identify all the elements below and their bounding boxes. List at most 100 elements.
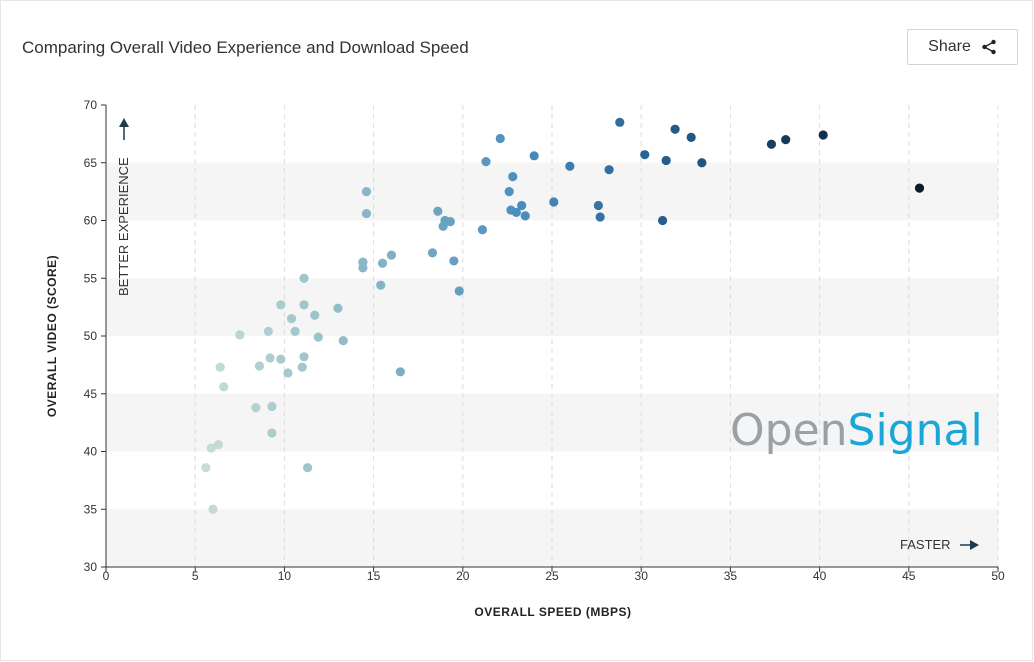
data-point[interactable]	[361, 208, 372, 219]
data-point[interactable]	[376, 280, 386, 290]
svg-text:OpenSignal: OpenSignal	[730, 405, 983, 456]
data-point[interactable]	[914, 183, 925, 193]
data-point[interactable]	[267, 401, 277, 412]
data-point[interactable]	[290, 326, 300, 336]
y-tick-labels: 30 35 40 45 50 55 60 65 70	[84, 98, 98, 574]
share-button[interactable]: Share	[907, 29, 1018, 65]
data-point[interactable]	[481, 156, 491, 167]
data-point[interactable]	[276, 354, 286, 364]
y-tick-label: 35	[84, 502, 98, 516]
faster-label: FASTER	[900, 537, 951, 552]
share-icon	[981, 39, 997, 55]
x-tick-label: 45	[902, 569, 916, 583]
data-point[interactable]	[297, 362, 307, 372]
y-tick-label: 40	[84, 445, 98, 459]
faster-annotation: FASTER	[900, 537, 979, 552]
y-tick-label: 45	[84, 387, 98, 401]
data-point[interactable]	[427, 248, 438, 258]
data-point[interactable]	[276, 300, 286, 310]
data-point[interactable]	[310, 310, 320, 320]
data-point[interactable]	[265, 353, 275, 363]
data-point[interactable]	[299, 352, 309, 362]
y-tick-label: 30	[84, 560, 98, 574]
data-point[interactable]	[219, 382, 229, 392]
data-point[interactable]	[361, 187, 372, 197]
data-point[interactable]	[593, 200, 603, 211]
x-tick-label: 30	[635, 569, 649, 583]
data-point[interactable]	[477, 225, 488, 235]
y-tick-label: 60	[84, 214, 98, 228]
data-point[interactable]	[377, 258, 388, 268]
data-point[interactable]	[395, 367, 405, 377]
data-point[interactable]	[604, 165, 614, 175]
data-point[interactable]	[235, 330, 245, 340]
data-point[interactable]	[508, 172, 518, 182]
y-tick-label: 55	[84, 271, 98, 285]
data-point[interactable]	[358, 257, 368, 267]
data-point[interactable]	[254, 361, 265, 371]
data-point[interactable]	[504, 187, 514, 197]
x-tick-label: 50	[991, 569, 1005, 583]
opensignal-logo: OpenSignal	[730, 405, 983, 456]
data-point[interactable]	[206, 443, 216, 453]
data-point[interactable]	[670, 124, 680, 134]
data-point[interactable]	[283, 368, 293, 378]
data-point[interactable]	[454, 286, 464, 296]
up-arrow-icon	[119, 118, 129, 127]
x-tick-label: 0	[103, 569, 110, 583]
data-point[interactable]	[267, 428, 277, 438]
data-point[interactable]	[338, 336, 348, 346]
x-tick-labels: 0 5 10 15 20 25 30 35 40 45 50	[103, 569, 1005, 583]
data-point[interactable]	[495, 133, 505, 144]
data-point[interactable]	[299, 273, 309, 283]
data-point[interactable]	[333, 303, 343, 313]
data-point[interactable]	[511, 207, 521, 218]
data-point[interactable]	[658, 215, 668, 226]
data-point[interactable]	[215, 362, 225, 372]
better-experience-annotation: BETTER EXPERIENCE	[116, 118, 131, 296]
data-point[interactable]	[766, 139, 777, 149]
data-point[interactable]	[517, 200, 527, 211]
share-label: Share	[928, 38, 971, 55]
data-point[interactable]	[208, 504, 218, 514]
data-point[interactable]	[445, 217, 455, 227]
x-tick-label: 15	[367, 569, 381, 583]
x-tick-label: 5	[192, 569, 199, 583]
data-point[interactable]	[286, 314, 297, 324]
data-point[interactable]	[520, 211, 530, 221]
data-point[interactable]	[640, 150, 650, 160]
data-point[interactable]	[697, 158, 707, 168]
data-point[interactable]	[302, 463, 313, 473]
x-tick-label: 10	[278, 569, 292, 583]
data-point[interactable]	[595, 212, 605, 222]
logo-text-signal: Signal	[848, 405, 983, 456]
vertical-gridlines	[194, 105, 999, 567]
data-point[interactable]	[263, 326, 273, 336]
y-tick-label: 65	[84, 156, 98, 170]
x-tick-label: 40	[813, 569, 827, 583]
data-point[interactable]	[201, 463, 211, 473]
data-point[interactable]	[299, 300, 309, 310]
data-point[interactable]	[213, 439, 223, 450]
data-point[interactable]	[818, 130, 828, 140]
data-point[interactable]	[529, 151, 539, 161]
data-point[interactable]	[615, 117, 625, 127]
chart-title: Comparing Overall Video Experience and D…	[22, 38, 469, 57]
data-point[interactable]	[313, 332, 323, 342]
data-point[interactable]	[251, 403, 261, 413]
data-point[interactable]	[549, 197, 559, 207]
x-tick-label: 20	[456, 569, 470, 583]
x-tick-label: 25	[545, 569, 559, 583]
axes	[101, 104, 999, 572]
right-arrow-icon	[970, 540, 979, 550]
y-tick-label: 50	[84, 329, 98, 343]
data-point[interactable]	[686, 132, 696, 142]
x-tick-label: 35	[724, 569, 738, 583]
data-point[interactable]	[661, 155, 671, 166]
data-point[interactable]	[433, 206, 443, 216]
data-point[interactable]	[449, 256, 459, 266]
data-point[interactable]	[565, 161, 575, 171]
data-point[interactable]	[781, 135, 791, 145]
data-point[interactable]	[386, 250, 397, 260]
